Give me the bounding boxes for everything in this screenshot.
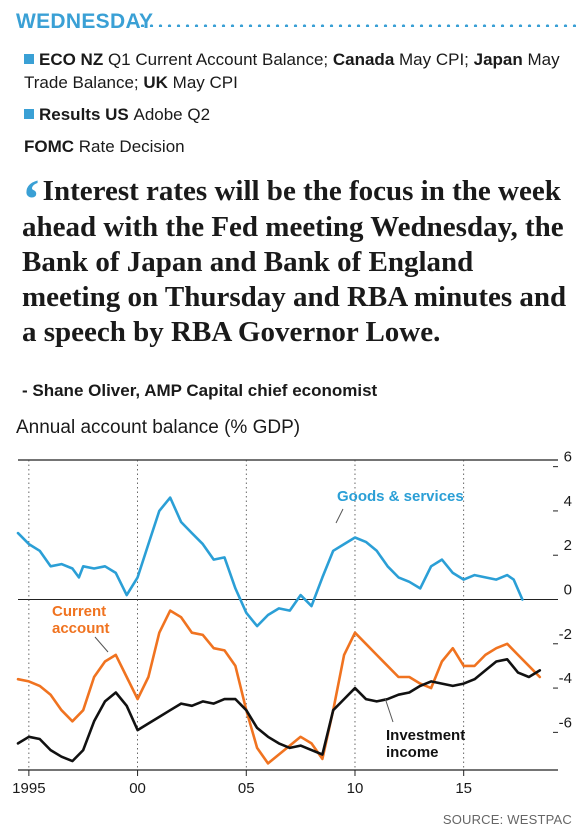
y-tick-label: 6 xyxy=(564,449,572,466)
chart-title: Annual account balance (% GDP) xyxy=(16,417,301,438)
event-list: ECO NZ Q1 Current Account Balance; Canad… xyxy=(24,48,564,167)
series-label-line: account xyxy=(52,620,110,637)
bullet-square-icon xyxy=(24,54,34,64)
current-account-label: Current account xyxy=(52,603,110,637)
y-tick-label: -6 xyxy=(559,714,572,731)
axis-layer: 1995 00 05 10 15 6 4 2 0 -2 -4 -6 xyxy=(12,449,572,797)
day-header: WEDNESDAY xyxy=(16,8,576,38)
y-tick-label: -2 xyxy=(559,626,572,643)
investment-income-label: Investment income xyxy=(386,727,465,761)
series-label-line: Goods & services xyxy=(337,488,464,505)
goods-services-line xyxy=(16,496,524,628)
quote-mark-icon: ‘ xyxy=(22,169,41,231)
event-item: ECO NZ Q1 Current Account Balance; Canad… xyxy=(24,48,564,94)
source-note: SOURCE: WESTPAC xyxy=(442,812,572,827)
pull-quote-text: Interest rates will be the focus in the … xyxy=(22,175,567,348)
line-chart: 1995 00 05 10 15 6 4 2 0 -2 -4 -6 Goods & services C… xyxy=(12,449,572,797)
bullet-square-icon xyxy=(24,109,34,119)
event-label: Canada xyxy=(332,50,399,69)
event-detail: Q1 Current Account Balance; xyxy=(107,50,333,69)
event-label: ECO NZ xyxy=(39,50,108,69)
event-item: FOMC Rate Decision xyxy=(24,135,564,158)
series-label-line: income xyxy=(386,744,439,761)
event-detail: May CPI xyxy=(172,73,238,92)
x-tick-label: 15 xyxy=(455,780,472,797)
label-leader-line xyxy=(94,636,109,653)
label-leader-line xyxy=(335,508,344,524)
pull-quote: ‘Interest rates will be the focus in the… xyxy=(22,169,567,350)
x-tick-label: 1995 xyxy=(12,780,45,797)
event-label: UK xyxy=(143,73,173,92)
label-leader-line xyxy=(384,697,394,723)
event-label: FOMC xyxy=(24,137,79,156)
x-tick-label: 10 xyxy=(347,780,364,797)
y-tick-label: -4 xyxy=(559,670,572,687)
event-detail: Adobe Q2 xyxy=(133,105,211,124)
dotted-rule xyxy=(138,24,576,27)
current-account-line xyxy=(16,609,542,765)
quote-block: ‘Interest rates will be the focus in the… xyxy=(22,169,567,350)
event-detail: May CPI; xyxy=(399,50,474,69)
day-title: WEDNESDAY xyxy=(16,10,154,33)
event-detail: May Trade Balance; xyxy=(24,50,560,92)
y-tick-label: 4 xyxy=(564,493,572,510)
x-tick-label: 00 xyxy=(129,780,146,797)
event-item: Results US Adobe Q2 xyxy=(24,103,564,126)
quote-attribution: - Shane Oliver, AMP Capital chief econom… xyxy=(22,381,378,400)
y-tick-label: 0 xyxy=(564,582,572,599)
event-label: Results US xyxy=(39,105,134,124)
event-label: Japan xyxy=(473,50,528,69)
x-tick-label: 05 xyxy=(238,780,255,797)
series-label-line: Investment xyxy=(386,727,465,744)
series-label-layer: Goods & services Current account Investment… xyxy=(52,488,465,761)
event-detail: Rate Decision xyxy=(78,137,185,156)
grid-layer xyxy=(18,459,558,771)
series-layer xyxy=(16,496,542,765)
y-tick-label: 2 xyxy=(564,537,572,554)
goods-services-label: Goods & services xyxy=(337,488,464,505)
investment-income-line xyxy=(16,658,542,763)
series-label-line: Current xyxy=(52,603,106,620)
